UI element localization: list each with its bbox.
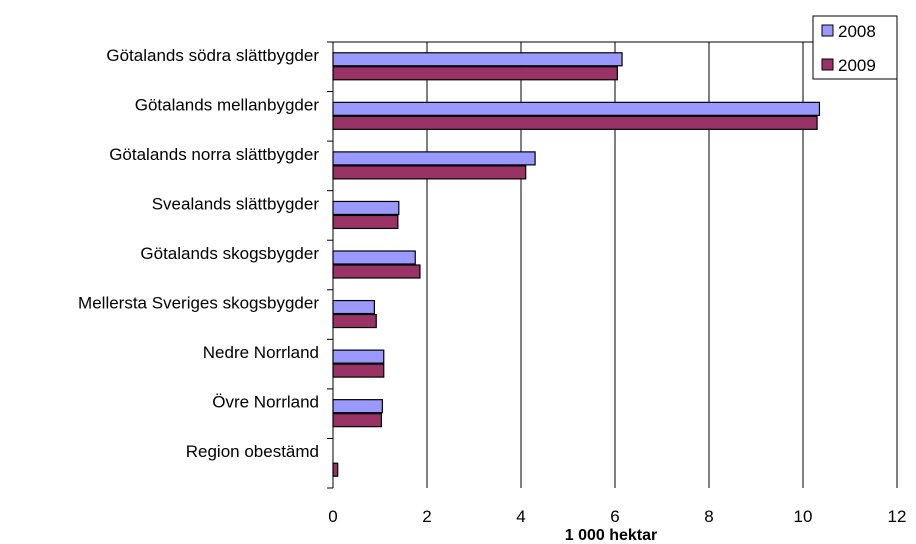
legend-swatch-2008	[821, 24, 834, 37]
x-tick-label: 2	[422, 507, 431, 526]
bar-2009	[332, 313, 377, 329]
bar-2008	[332, 250, 416, 265]
bar-2008	[332, 52, 623, 67]
legend: 2008 2009	[812, 15, 898, 80]
category-label: Götalands skogsbygder	[140, 244, 319, 263]
category-label: Mellersta Sveriges skogsbygder	[78, 294, 319, 313]
x-tick-label: 10	[794, 507, 813, 526]
bars	[332, 52, 821, 477]
bar-2008	[332, 299, 375, 315]
bar-2009	[332, 264, 421, 279]
category-label: Svealands slättbygder	[152, 194, 320, 213]
x-tick-labels: 0 2 4 6 8 10 12	[328, 507, 906, 526]
bar-2008	[332, 101, 821, 116]
bar-2009	[332, 214, 399, 230]
bar-2009	[332, 462, 339, 477]
bar-2009	[332, 165, 527, 180]
bar-2009	[332, 363, 385, 378]
category-label: Nedre Norrland	[203, 343, 319, 362]
bar-2008	[332, 349, 385, 364]
bar-2008	[332, 200, 400, 216]
axes	[327, 41, 334, 489]
category-label: Götalands mellanbygder	[135, 95, 320, 114]
x-axis-title: 1 000 hektar	[565, 527, 658, 544]
x-tick-label: 0	[328, 507, 337, 526]
x-tick-label: 8	[704, 507, 713, 526]
bar-2009	[332, 413, 383, 428]
category-label: Götalands södra slättbygder	[106, 46, 319, 65]
category-label: Götalands norra slättbygder	[109, 145, 319, 164]
category-labels: Götalands södra slättbygder Götalands mel…	[78, 46, 319, 461]
category-label: Region obestämd	[186, 442, 319, 461]
legend-swatch-2009	[821, 58, 834, 71]
bar-2009	[332, 66, 618, 81]
bar-2008	[332, 151, 536, 166]
x-tick-label: 6	[610, 507, 619, 526]
legend-label-2009: 2009	[838, 56, 876, 75]
category-label: Övre Norrland	[212, 393, 319, 412]
x-tick-label: 4	[516, 507, 525, 526]
bar-2008	[332, 399, 383, 414]
x-tick-label: 12	[888, 507, 907, 526]
bar-2009	[332, 115, 818, 130]
legend-label-2008: 2008	[838, 22, 876, 41]
